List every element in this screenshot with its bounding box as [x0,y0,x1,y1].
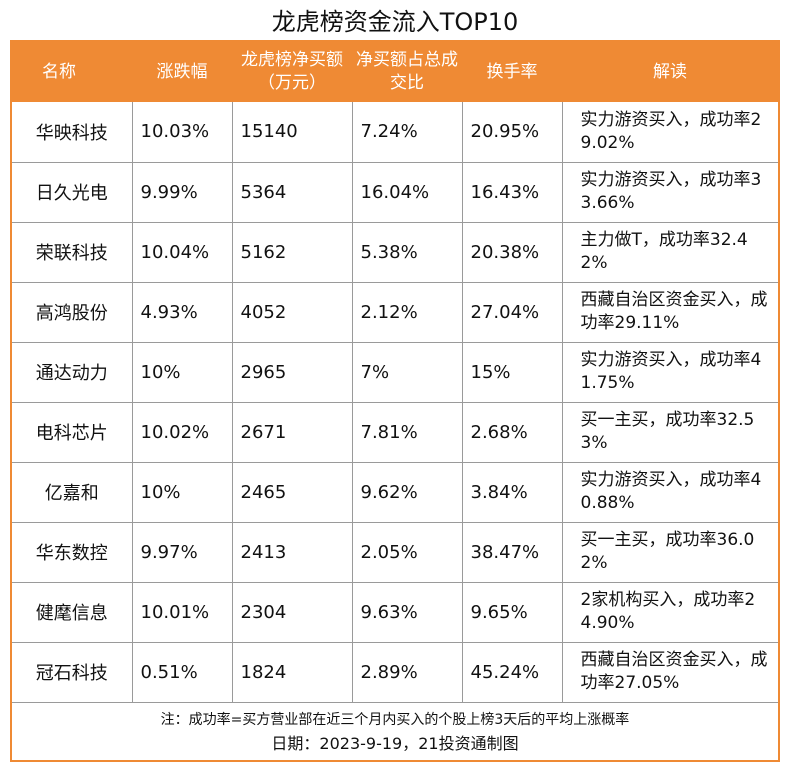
footnote: 注：成功率=买方营业部在近三个月内买入的个股上榜3天后的平均上涨概率 [160,712,630,728]
header-change: 涨跌幅 [156,61,208,82]
cell-turnover: 27.04% [461,282,562,343]
cell-ratio: 2.12% [351,282,462,343]
cell-note: 实力游资买入，成功率33.66% [561,162,778,223]
cell-ratio: 16.04% [351,162,462,223]
cell-turnover: 2.68% [461,402,562,463]
cell-change: 9.99% [131,162,232,223]
cell-net-buy: 2304 [231,582,352,643]
cell-note: 实力游资买入，成功率40.88% [561,462,778,523]
cell-net-buy: 2465 [231,462,352,523]
cell-note: 买一主买，成功率32.53% [561,402,778,463]
cell-note: 2家机构买入，成功率24.90% [561,582,778,643]
cell-change: 10.02% [131,402,232,463]
cell-net-buy: 5162 [231,222,352,283]
cell-change: 10.03% [131,102,232,163]
table-row: 华映科技 10.03% 15140 7.24% 20.95% 实力游资买入，成功率29.0… [12,102,778,163]
cell-ratio: 2.05% [351,522,462,583]
table-row: 日久光电 9.99% 5364 16.04% 16.43% 实力游资买入，成功率33.66… [12,162,778,223]
table-row: 荣联科技 10.04% 5162 5.38% 20.38% 主力做T，成功率32.42% [12,222,778,283]
page-title: 龙虎榜资金流入TOP10 [271,8,519,36]
cell-net-buy: 15140 [231,102,352,163]
cell-net-buy: 2965 [231,342,352,403]
cell-change: 0.51% [131,642,232,703]
cell-turnover: 38.47% [461,522,562,583]
cell-net-buy: 2671 [231,402,352,463]
cell-net-buy: 5364 [231,162,352,223]
cell-note: 买一主买，成功率36.02% [561,522,778,583]
cell-turnover: 45.24% [461,642,562,703]
cell-change: 10.01% [131,582,232,643]
table-row: 华东数控 9.97% 2413 2.05% 38.47% 买一主买，成功率36.02% [12,522,778,583]
cell-ratio: 7% [351,342,462,403]
cell-ratio: 2.89% [351,642,462,703]
table-row: 高鸿股份 4.93% 4052 2.12% 27.04% 西藏自治区资金买入，成功率29.… [12,282,778,343]
cell-name: 日久光电 [12,162,132,223]
cell-change: 9.97% [131,522,232,583]
cell-ratio: 7.81% [351,402,462,463]
cell-note: 西藏自治区资金买入，成功率27.05% [561,642,778,703]
cell-ratio: 9.62% [351,462,462,523]
cell-turnover: 3.84% [461,462,562,523]
header-net-buy: 龙虎榜净买额（万元） [241,50,343,93]
cell-name: 高鸿股份 [12,282,132,343]
cell-turnover: 20.95% [461,102,562,163]
footer: 注：成功率=买方营业部在近三个月内买入的个股上榜3天后的平均上涨概率 日期：20… [12,702,778,756]
cell-name: 华东数控 [12,522,132,583]
cell-change: 10% [131,342,232,403]
header-note: 解读 [653,61,687,82]
cell-name: 亿嘉和 [12,462,132,523]
cell-note: 实力游资买入，成功率41.75% [561,342,778,403]
cell-net-buy: 2413 [231,522,352,583]
cell-name: 荣联科技 [12,222,132,283]
table-row: 亿嘉和 10% 2465 9.62% 3.84% 实力游资买入，成功率40.88% [12,462,778,523]
cell-note: 实力游资买入，成功率29.02% [561,102,778,163]
cell-turnover: 15% [461,342,562,403]
cell-change: 4.93% [131,282,232,343]
cell-net-buy: 4052 [231,282,352,343]
cell-name: 通达动力 [12,342,132,403]
table-row: 电科芯片 10.02% 2671 7.81% 2.68% 买一主买，成功率32.53% [12,402,778,463]
cell-ratio: 5.38% [351,222,462,283]
cell-turnover: 20.38% [461,222,562,283]
cell-note: 主力做T，成功率32.42% [561,222,778,283]
header-row: 名称 涨跌幅 龙虎榜净买额（万元） 净买额占总成交比 换手率 解读 [12,42,778,102]
cell-ratio: 7.24% [351,102,462,163]
cell-net-buy: 1824 [231,642,352,703]
cell-name: 健麾信息 [12,582,132,643]
header-name: 名称 [42,61,76,82]
header-turnover: 换手率 [486,61,538,82]
table-row: 健麾信息 10.01% 2304 9.63% 9.65% 2家机构买入，成功率24.90% [12,582,778,643]
table-row: 通达动力 10% 2965 7% 15% 实力游资买入，成功率41.75% [12,342,778,403]
header-ratio: 净买额占总成交比 [356,50,458,93]
table-row: 冠石科技 0.51% 1824 2.89% 45.24% 西藏自治区资金买入，成功率27.… [12,642,778,703]
cell-turnover: 16.43% [461,162,562,223]
cell-turnover: 9.65% [461,582,562,643]
cell-name: 电科芯片 [12,402,132,463]
cell-change: 10% [131,462,232,523]
data-table: 名称 涨跌幅 龙虎榜净买额（万元） 净买额占总成交比 换手率 解读 华映科技 10… [12,42,778,703]
cell-name: 华映科技 [12,102,132,163]
data-table-frame: 名称 涨跌幅 龙虎榜净买额（万元） 净买额占总成交比 换手率 解读 华映科技 10… [10,40,780,762]
cell-name: 冠石科技 [12,642,132,703]
cell-ratio: 9.63% [351,582,462,643]
cell-note: 西藏自治区资金买入，成功率29.11% [561,282,778,343]
cell-change: 10.04% [131,222,232,283]
date-line: 日期：2023-9-19，21投资通制图 [271,734,519,753]
